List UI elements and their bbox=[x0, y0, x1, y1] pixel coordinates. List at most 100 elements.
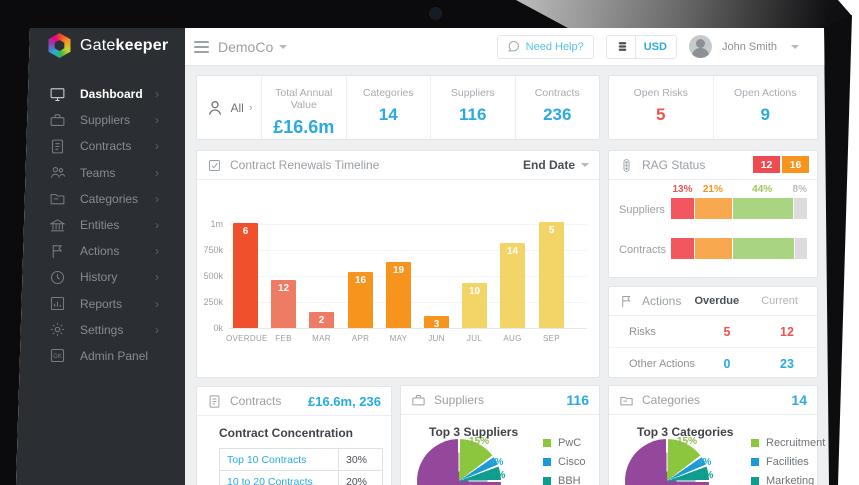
table-row[interactable]: 10 to 20 Contracts 20% bbox=[220, 471, 382, 485]
chat-bubble-icon bbox=[507, 40, 520, 53]
tablet-camera-dot bbox=[431, 9, 440, 18]
categories-legend: Recruitment Facilities Marketing bbox=[751, 437, 825, 485]
rag-segment bbox=[794, 238, 807, 259]
company-selector[interactable]: DemoCo bbox=[218, 38, 274, 55]
chevron-right-icon: › bbox=[155, 244, 159, 259]
timeline-bar-overdue: 6 bbox=[233, 223, 258, 328]
user-avatar bbox=[688, 35, 712, 58]
y-axis-tick: 500k bbox=[203, 271, 223, 281]
sidebar-item-reports[interactable]: Reports › bbox=[16, 291, 185, 317]
monitor-icon bbox=[49, 86, 66, 103]
panel-title: Categories bbox=[642, 393, 701, 407]
x-axis-label: MAY bbox=[389, 334, 408, 343]
sidebar-item-contracts[interactable]: Contracts › bbox=[16, 133, 185, 159]
categories-total: 14 bbox=[791, 392, 807, 408]
suppliers-legend: PwC Cisco BBH bbox=[543, 437, 586, 485]
sidebar-item-history[interactable]: History › bbox=[16, 264, 185, 290]
scope-filter[interactable]: All › bbox=[197, 76, 262, 139]
rag-row-label: Suppliers bbox=[619, 204, 665, 216]
bar-count-label: 3 bbox=[433, 319, 440, 330]
chevron-right-icon: › bbox=[155, 113, 159, 128]
sidebar-item-dashboard[interactable]: Dashboard › bbox=[16, 81, 185, 107]
currency-label: USD bbox=[634, 35, 667, 58]
y-axis-tick: 1m bbox=[210, 219, 223, 229]
bar-count-label: 2 bbox=[318, 315, 325, 326]
currency-button[interactable]: USD bbox=[605, 34, 677, 59]
chevron-right-icon: › bbox=[155, 165, 159, 180]
flag-icon bbox=[619, 294, 634, 309]
chevron-right-icon: › bbox=[155, 87, 159, 102]
x-axis-label: SEP bbox=[543, 334, 560, 343]
y-axis-tick: 750k bbox=[203, 245, 223, 255]
dashboard-screen: Gatekeeper Dashboard › Suppliers › Contracts… bbox=[16, 28, 829, 485]
traffic-light-icon bbox=[619, 158, 634, 173]
chevron-right-icon: › bbox=[155, 296, 159, 311]
pie-callout: 15% bbox=[469, 436, 490, 447]
gatekeeper-logo-icon bbox=[48, 33, 71, 58]
sidebar-item-actions[interactable]: Actions › bbox=[16, 238, 185, 264]
legend-swatch bbox=[543, 439, 551, 447]
x-axis-label: MAR bbox=[312, 334, 331, 343]
sidebar-item-categories[interactable]: Categories › bbox=[16, 186, 185, 212]
scope-filter-label: All bbox=[230, 100, 244, 115]
report-icon bbox=[49, 295, 66, 312]
column-overdue[interactable]: Overdue bbox=[694, 295, 740, 307]
pie-callout: 4% bbox=[697, 457, 712, 468]
gk-icon: GK bbox=[49, 347, 66, 364]
timeline-bar-jun: 3 bbox=[424, 316, 449, 330]
y-axis-tick: 250k bbox=[203, 297, 223, 307]
timeline-bar-apr: 16 bbox=[348, 272, 373, 328]
section-subtitle: Contract Concentration bbox=[219, 426, 354, 440]
x-axis-label: JUN bbox=[428, 334, 445, 343]
x-axis-label: APR bbox=[351, 334, 370, 343]
sidebar-item-teams[interactable]: Teams › bbox=[16, 160, 185, 186]
table-row[interactable]: Top 10 Contracts 30% bbox=[220, 449, 382, 471]
column-current[interactable]: Current bbox=[761, 295, 798, 307]
need-help-button[interactable]: Need Help? bbox=[496, 34, 594, 59]
sidebar-item-entities[interactable]: Entities › bbox=[16, 212, 185, 238]
user-menu[interactable]: John Smith bbox=[688, 35, 799, 58]
hamburger-menu-icon[interactable] bbox=[194, 40, 209, 53]
chevron-right-icon: › bbox=[155, 218, 159, 233]
y-axis-tick: 0k bbox=[213, 323, 223, 333]
actions-row-risks[interactable]: Risks 5 12 bbox=[609, 316, 817, 348]
rag-percent-labels: 13% 21% 44% 8% bbox=[671, 184, 807, 195]
sort-dropdown[interactable]: End Date bbox=[523, 158, 589, 172]
chevron-right-icon: › bbox=[155, 191, 159, 206]
sidebar-item-admin-panel[interactable]: GK Admin Panel bbox=[16, 343, 185, 369]
legend-item: BBH bbox=[543, 475, 586, 485]
actions-row-other[interactable]: Other Actions 0 23 bbox=[629, 356, 794, 371]
timeline-bar-aug: 14 bbox=[500, 243, 525, 328]
chevron-right-icon: › bbox=[155, 139, 159, 154]
users-icon bbox=[49, 164, 66, 181]
legend-swatch bbox=[751, 458, 759, 466]
legend-item: Marketing bbox=[751, 475, 825, 485]
stat-total-annual-value: Total Annual Value £16.6m bbox=[262, 76, 347, 139]
user-name: John Smith bbox=[721, 40, 777, 53]
x-axis-label: OVERDUE bbox=[226, 334, 268, 343]
gridline bbox=[229, 224, 587, 225]
timeline-bar-jul: 10 bbox=[462, 283, 487, 328]
x-axis-label: AUG bbox=[503, 334, 522, 343]
kpi-summary-card: All › Total Annual Value £16.6m Categori… bbox=[196, 75, 600, 140]
rag-percent: 21% bbox=[702, 184, 723, 195]
rag-segment bbox=[732, 198, 793, 219]
rag-contracts-bar bbox=[671, 238, 807, 259]
rag-segment bbox=[671, 198, 694, 219]
clock-icon bbox=[49, 269, 66, 286]
rag-percent: 13% bbox=[672, 184, 693, 195]
rag-red-badge[interactable]: 12 bbox=[753, 156, 780, 173]
sidebar-item-settings[interactable]: Settings › bbox=[16, 317, 185, 343]
pie-callout: 4% bbox=[489, 457, 504, 468]
brand-logo[interactable]: Gatekeeper bbox=[47, 33, 168, 58]
renewals-bar-chart: 1m 750k 500k 250k 0k 6 OVERDUE 12 FEB 2 MAR 16 APR 19… bbox=[197, 179, 599, 377]
need-help-label: Need Help? bbox=[525, 40, 584, 53]
sidebar-item-suppliers[interactable]: Suppliers › bbox=[16, 107, 185, 133]
stat-open-risks: Open Risks 5 bbox=[609, 76, 714, 139]
bar-count-label: 16 bbox=[354, 275, 367, 286]
kpi-alerts-card: Open Risks 5 Open Actions 9 bbox=[608, 75, 818, 140]
rag-amber-badge[interactable]: 16 bbox=[782, 156, 809, 173]
chevron-right-icon: › bbox=[155, 270, 159, 285]
actions-panel: Actions Overdue Current Risks 5 12 Other… bbox=[608, 286, 818, 378]
